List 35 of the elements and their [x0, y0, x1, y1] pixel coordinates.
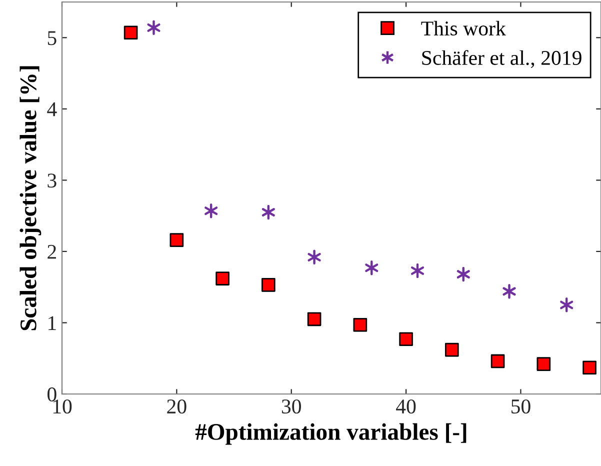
point [490, 354, 505, 368]
point [445, 342, 459, 357]
legend-label: Schäfer et al., 2019 [422, 50, 582, 68]
point [456, 266, 470, 282]
y-tick-label: 3 [48, 174, 56, 188]
point [308, 250, 321, 265]
point [560, 298, 574, 312]
point [399, 332, 413, 346]
point [147, 20, 160, 36]
point [582, 360, 596, 375]
x-tick-label: 40 [396, 399, 416, 414]
x-tick-label: 30 [282, 399, 301, 414]
point [204, 203, 218, 218]
y-tick-label: 2 [48, 244, 56, 259]
point [262, 278, 276, 292]
x-tick-label: 50 [512, 399, 530, 414]
point [536, 357, 551, 371]
point [353, 318, 368, 332]
point [216, 272, 230, 286]
point [410, 263, 424, 278]
y-tick-label: 0 [48, 387, 56, 402]
point [262, 204, 275, 220]
point [502, 284, 516, 299]
x-axis-title: #Optimization variables [-] [195, 423, 466, 445]
point [124, 26, 138, 40]
y-axis-title: Scaled objective value [%] [20, 66, 42, 330]
point [365, 260, 378, 276]
point [170, 233, 184, 247]
legend-label: This work [421, 20, 506, 36]
x-tick-label: 20 [167, 399, 186, 414]
point [307, 312, 322, 326]
y-tick-label: 4 [47, 102, 57, 116]
x-tick-label: 10 [53, 399, 72, 414]
y-tick-label: 5 [48, 31, 56, 46]
y-tick-label: 1 [48, 316, 56, 330]
